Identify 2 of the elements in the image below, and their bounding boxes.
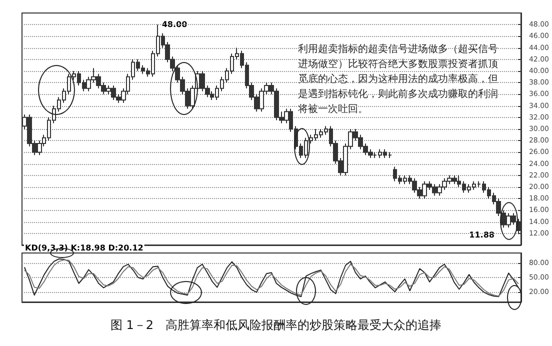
text: 图 1－2 高胜算率和低风险报酬率的炒股策略最受大众的追捧: [110, 318, 442, 332]
chart-title: KD(9,3,3) K:18.98 D:20.12: [25, 244, 144, 252]
